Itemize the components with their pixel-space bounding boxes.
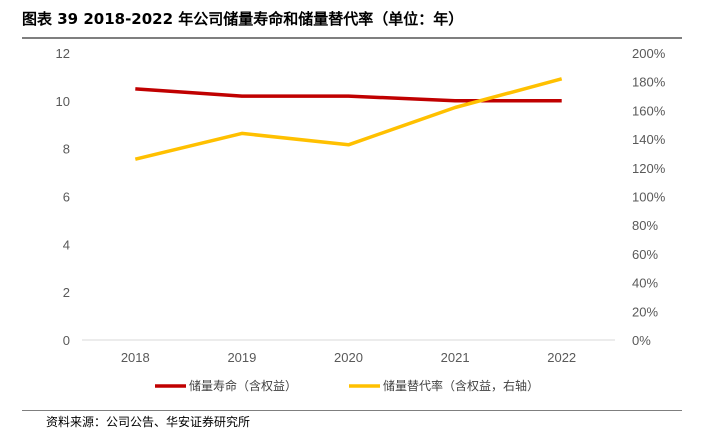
right-axis-tick-label: 100% (632, 190, 666, 205)
right-axis-tick-label: 0% (632, 333, 651, 348)
right-axis-tick-label: 80% (632, 218, 658, 233)
left-axis-tick-label: 8 (63, 142, 70, 157)
series-line (134, 77, 563, 161)
left-axis-tick-label: 10 (56, 94, 70, 109)
right-axis-tick-label: 20% (632, 304, 658, 319)
x-axis-tick-label: 2018 (121, 350, 150, 365)
right-axis-tick-label: 180% (632, 75, 666, 90)
right-axis-tick-label: 40% (632, 276, 658, 291)
source-note: 资料来源：公司公告、华安证券研究所 (46, 415, 251, 429)
right-axis-tick-label: 200% (632, 46, 666, 61)
chart-title: 图表 39 2018-2022 年公司储量寿命和储量替代率（单位：年） (22, 10, 464, 28)
left-axis-tick-label: 2 (63, 285, 70, 300)
source-divider (22, 410, 682, 411)
line-chart: 0 2 4 6 8 10 12 0% 20% 40% 60% 80% 100% 120% 140% 160%… (56, 46, 666, 393)
series-line (135, 87, 562, 103)
legend-label: 储量替代率（含权益，右轴） (383, 378, 539, 393)
right-axis-tick-label: 140% (632, 132, 666, 147)
right-axis-tick-label: 60% (632, 247, 658, 262)
left-axis-tick-label: 0 (63, 333, 70, 348)
legend-label: 储量寿命（含权益） (189, 378, 297, 393)
x-axis-tick-label: 2020 (334, 350, 363, 365)
right-axis-tick-label: 120% (632, 161, 666, 176)
title-divider (22, 37, 682, 39)
x-axis-tick-label: 2021 (441, 350, 470, 365)
left-axis-tick-label: 12 (56, 46, 70, 61)
x-axis-tick-label: 2019 (227, 350, 256, 365)
left-axis-tick-label: 4 (63, 237, 70, 252)
right-axis-tick-label: 160% (632, 103, 666, 118)
x-axis-tick-label: 2022 (547, 350, 576, 365)
left-axis-tick-label: 6 (63, 190, 70, 205)
